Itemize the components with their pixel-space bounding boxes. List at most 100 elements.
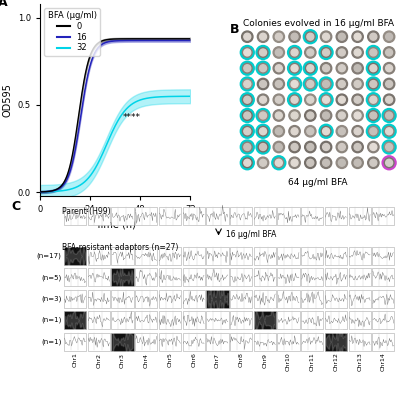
Bar bbox=[254, 290, 276, 308]
Bar bbox=[64, 247, 86, 265]
Bar bbox=[348, 247, 371, 265]
Circle shape bbox=[352, 110, 363, 121]
Bar bbox=[88, 207, 110, 225]
Circle shape bbox=[289, 31, 300, 42]
Text: (n=17): (n=17) bbox=[36, 253, 61, 259]
Circle shape bbox=[273, 126, 284, 137]
Circle shape bbox=[291, 65, 298, 71]
Bar bbox=[206, 290, 229, 308]
Circle shape bbox=[291, 33, 298, 40]
Circle shape bbox=[275, 128, 282, 135]
Circle shape bbox=[244, 143, 251, 150]
Circle shape bbox=[338, 112, 345, 119]
Bar bbox=[135, 290, 158, 308]
Circle shape bbox=[259, 128, 267, 135]
Circle shape bbox=[368, 157, 379, 168]
Circle shape bbox=[259, 143, 267, 150]
Bar bbox=[277, 333, 300, 351]
Bar bbox=[159, 247, 181, 265]
Circle shape bbox=[289, 94, 300, 105]
Bar bbox=[254, 268, 276, 286]
Circle shape bbox=[354, 49, 361, 56]
Circle shape bbox=[368, 47, 379, 58]
Circle shape bbox=[320, 157, 332, 168]
Circle shape bbox=[259, 112, 267, 119]
Circle shape bbox=[307, 96, 314, 103]
Circle shape bbox=[368, 62, 379, 74]
Circle shape bbox=[291, 159, 298, 166]
Circle shape bbox=[320, 126, 332, 137]
Bar bbox=[372, 290, 395, 308]
Circle shape bbox=[307, 65, 314, 71]
Circle shape bbox=[305, 62, 316, 74]
Bar bbox=[277, 290, 300, 308]
Circle shape bbox=[336, 110, 348, 121]
Circle shape bbox=[368, 78, 379, 90]
Circle shape bbox=[354, 33, 361, 40]
Circle shape bbox=[257, 126, 269, 137]
Circle shape bbox=[320, 31, 332, 42]
Circle shape bbox=[291, 143, 298, 150]
Text: Chr9: Chr9 bbox=[262, 353, 267, 368]
Bar bbox=[159, 268, 181, 286]
Circle shape bbox=[291, 96, 298, 103]
Circle shape bbox=[305, 47, 316, 58]
Circle shape bbox=[338, 65, 345, 71]
Circle shape bbox=[305, 126, 316, 137]
Circle shape bbox=[307, 128, 314, 135]
Bar bbox=[182, 247, 205, 265]
Bar bbox=[111, 247, 134, 265]
Circle shape bbox=[289, 78, 300, 90]
Circle shape bbox=[383, 126, 395, 137]
Circle shape bbox=[305, 31, 316, 42]
Circle shape bbox=[305, 78, 316, 90]
Bar bbox=[111, 311, 134, 329]
Circle shape bbox=[323, 143, 330, 150]
Circle shape bbox=[244, 81, 251, 87]
Bar bbox=[230, 268, 252, 286]
Circle shape bbox=[273, 94, 284, 105]
Circle shape bbox=[275, 81, 282, 87]
Bar bbox=[88, 247, 110, 265]
Circle shape bbox=[370, 65, 377, 71]
Circle shape bbox=[242, 78, 253, 90]
Circle shape bbox=[275, 33, 282, 40]
Bar bbox=[254, 247, 276, 265]
Text: Chr3: Chr3 bbox=[120, 353, 125, 368]
Bar bbox=[301, 311, 323, 329]
Bar bbox=[254, 207, 276, 225]
Bar bbox=[301, 333, 323, 351]
Circle shape bbox=[244, 112, 251, 119]
Text: Chr11: Chr11 bbox=[310, 353, 315, 371]
Bar bbox=[325, 290, 347, 308]
Circle shape bbox=[352, 62, 363, 74]
Bar bbox=[88, 268, 110, 286]
Bar bbox=[206, 268, 229, 286]
Circle shape bbox=[336, 126, 348, 137]
Text: Chr4: Chr4 bbox=[144, 353, 149, 368]
Circle shape bbox=[244, 128, 251, 135]
Circle shape bbox=[320, 78, 332, 90]
Circle shape bbox=[323, 96, 330, 103]
Bar bbox=[64, 268, 86, 286]
Circle shape bbox=[275, 65, 282, 71]
Text: BFA-resistant adaptors (n=27): BFA-resistant adaptors (n=27) bbox=[61, 243, 178, 252]
Circle shape bbox=[244, 96, 251, 103]
Text: Chr7: Chr7 bbox=[215, 353, 220, 368]
Circle shape bbox=[257, 141, 269, 153]
Text: Chr2: Chr2 bbox=[96, 353, 101, 368]
Bar bbox=[325, 311, 347, 329]
Circle shape bbox=[307, 49, 314, 56]
Circle shape bbox=[338, 49, 345, 56]
Circle shape bbox=[323, 159, 330, 166]
Circle shape bbox=[383, 62, 395, 74]
Text: 16 μg/ml BFA: 16 μg/ml BFA bbox=[226, 230, 276, 239]
Text: Chr5: Chr5 bbox=[168, 353, 172, 367]
Circle shape bbox=[307, 112, 314, 119]
Circle shape bbox=[259, 65, 267, 71]
Circle shape bbox=[323, 112, 330, 119]
Circle shape bbox=[257, 47, 269, 58]
Circle shape bbox=[354, 112, 361, 119]
Circle shape bbox=[257, 94, 269, 105]
Circle shape bbox=[257, 31, 269, 42]
